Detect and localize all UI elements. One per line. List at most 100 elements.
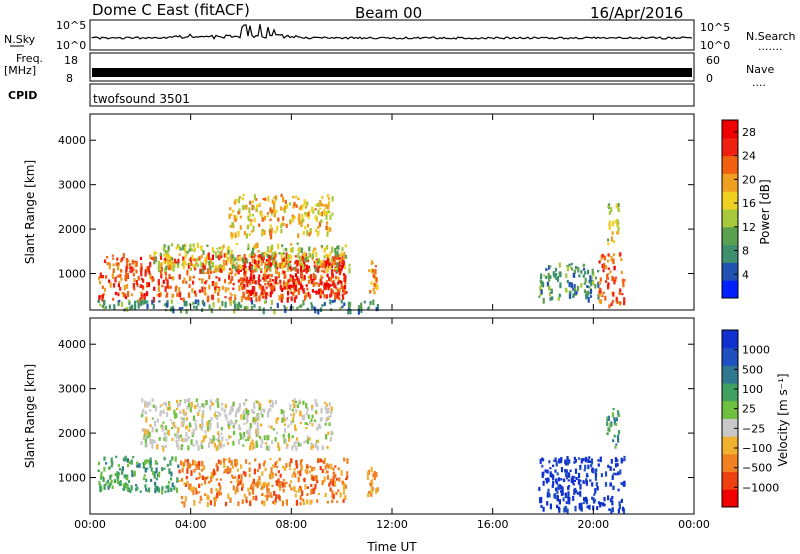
data-cell: [556, 276, 559, 282]
data-cell: [195, 487, 198, 492]
data-cell: [313, 306, 316, 310]
data-cell: [323, 401, 326, 404]
data-cell: [114, 473, 117, 477]
data-cell: [269, 404, 272, 407]
data-cell: [546, 492, 549, 498]
data-cell: [588, 504, 591, 510]
data-cell: [289, 407, 292, 410]
data-cell: [357, 305, 361, 310]
noise-right-top-tick: 10^5: [700, 21, 730, 34]
data-cell: [166, 260, 169, 267]
data-cell: [211, 254, 214, 261]
data-cell: [243, 422, 246, 425]
data-cell: [567, 496, 570, 499]
data-cell: [231, 476, 234, 479]
data-cell: [343, 497, 346, 500]
data-cell: [579, 490, 582, 497]
data-cell: [336, 293, 339, 299]
data-cell: [617, 508, 620, 514]
data-cell: [120, 483, 123, 486]
data-cell: [164, 425, 168, 431]
data-cell: [275, 480, 278, 486]
data-cell: [609, 466, 612, 471]
data-cell: [242, 471, 245, 475]
data-cell: [619, 469, 622, 475]
data-cell: [325, 253, 328, 258]
data-cell: [189, 243, 192, 249]
data-cell: [263, 229, 266, 236]
data-cell: [171, 482, 174, 487]
data-cell: [192, 301, 195, 305]
data-cell: [265, 259, 269, 262]
data-cell: [283, 284, 286, 288]
data-cell: [273, 490, 276, 496]
data-cell: [189, 464, 192, 467]
freq-right-bottom-tick: 0: [706, 72, 713, 85]
data-cell: [225, 468, 228, 473]
freq-trace-band: [92, 68, 692, 77]
beam-label: Beam 00: [355, 4, 422, 22]
data-cell: [247, 289, 250, 293]
data-cell: [126, 273, 129, 279]
data-cell: [546, 469, 549, 474]
data-cell: [575, 291, 578, 295]
data-cell: [168, 286, 171, 289]
data-cell: [186, 405, 189, 410]
data-cell: [330, 293, 333, 297]
data-cell: [295, 464, 299, 469]
data-cell: [233, 308, 236, 314]
data-cell: [291, 473, 294, 478]
data-cell: [247, 215, 250, 220]
data-cell: [568, 282, 571, 288]
data-cell: [281, 264, 284, 270]
data-cell: [293, 471, 296, 475]
data-cell: [376, 284, 379, 291]
data-cell: [372, 299, 375, 306]
data-cell: [327, 431, 330, 435]
data-cell: [183, 399, 187, 404]
data-cell: [310, 500, 313, 504]
data-cell: [161, 486, 164, 490]
data-cell: [153, 261, 156, 265]
data-cell: [220, 426, 224, 430]
data-cell: [177, 403, 180, 408]
data-cell: [300, 304, 303, 308]
data-cell: [301, 288, 304, 292]
data-cell: [285, 499, 288, 504]
data-cell: [559, 460, 562, 464]
data-cell: [125, 476, 128, 481]
data-cell: [210, 417, 213, 421]
data-cell: [212, 250, 216, 253]
colorbar-segment: [722, 330, 738, 349]
data-cell: [286, 443, 289, 448]
data-cell: [325, 434, 328, 440]
data-cell: [154, 460, 157, 465]
data-cell: [333, 475, 336, 479]
data-cell: [319, 264, 322, 269]
data-cell: [554, 272, 558, 277]
station-title: Dome C East (fitACF): [92, 1, 250, 19]
data-cell: [198, 472, 201, 475]
data-cell: [252, 495, 255, 500]
data-cell: [323, 282, 326, 287]
data-cell: [543, 274, 546, 277]
data-cell: [620, 482, 623, 485]
data-cell: [612, 408, 615, 411]
data-cell: [126, 458, 129, 463]
data-cell: [310, 489, 313, 495]
data-cell: [267, 408, 270, 414]
data-cell: [322, 460, 325, 463]
data-cell: [325, 211, 328, 217]
data-cell: [608, 304, 611, 309]
data-cell: [168, 401, 171, 404]
data-cell: [300, 205, 303, 208]
data-cell: [315, 228, 318, 233]
data-cell: [191, 431, 194, 436]
data-cell: [158, 300, 161, 303]
data-cell: [257, 479, 260, 485]
data-cell: [187, 436, 190, 440]
data-cell: [306, 435, 309, 439]
data-cell: [618, 504, 621, 510]
data-cell: [288, 254, 291, 259]
data-cell: [136, 283, 139, 287]
